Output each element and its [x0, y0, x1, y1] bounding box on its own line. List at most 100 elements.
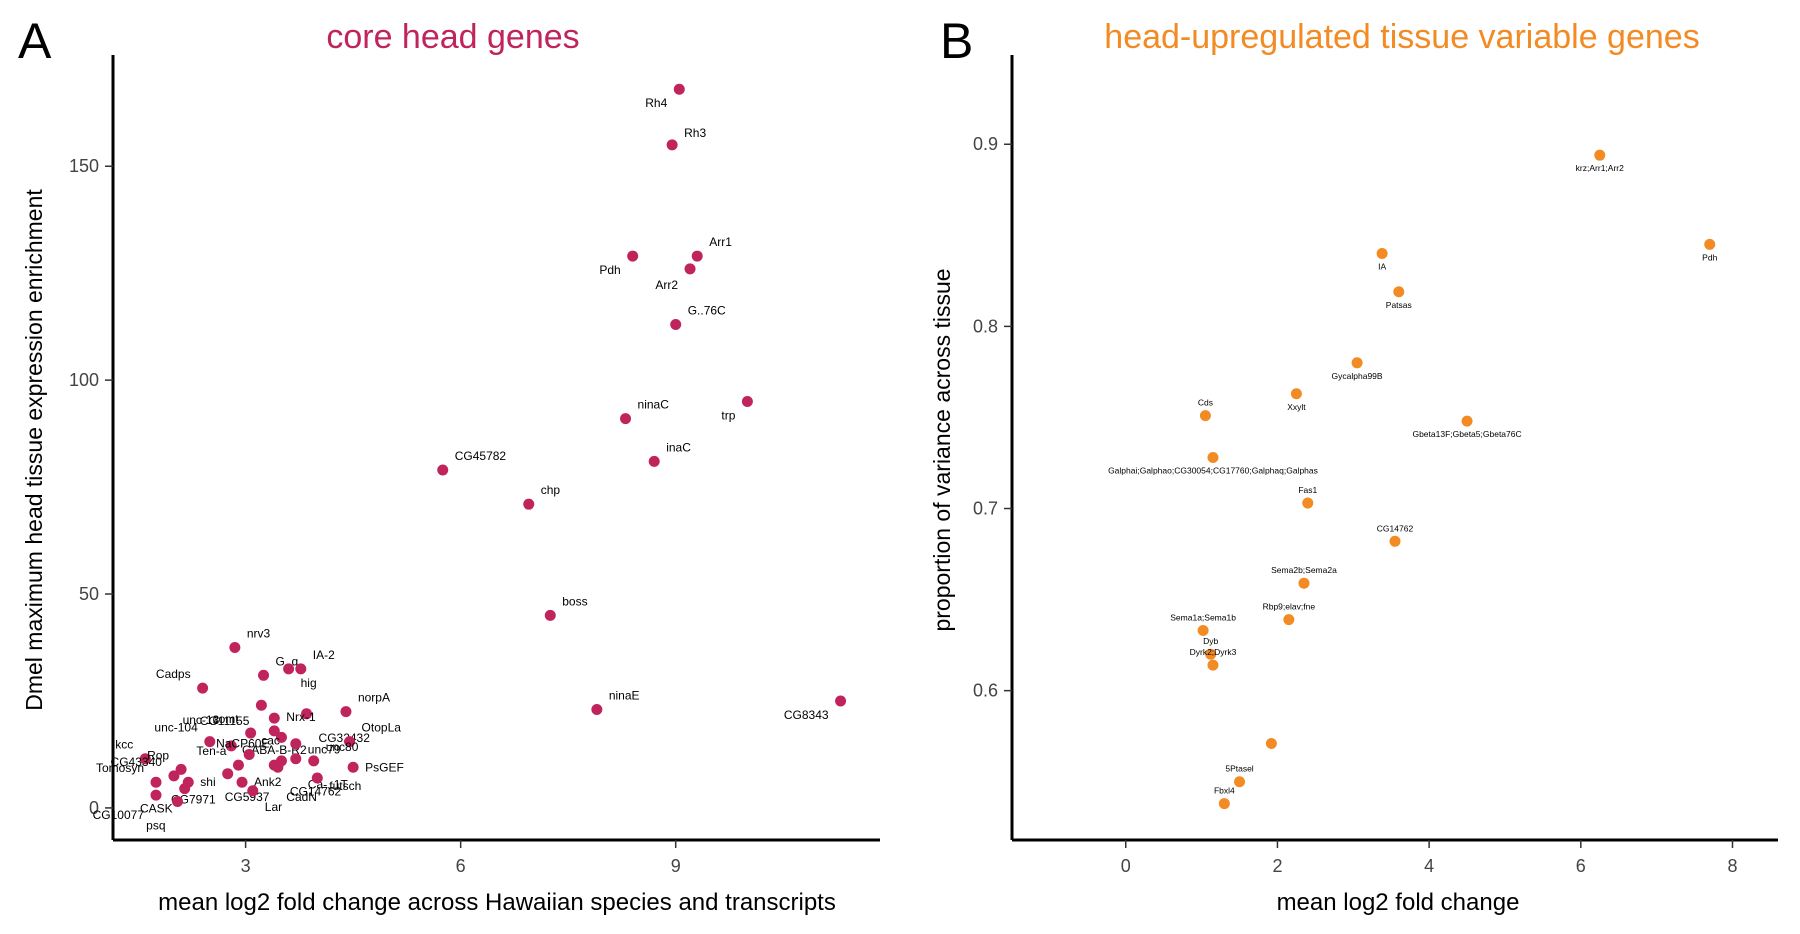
- data-point: [1234, 776, 1246, 788]
- x-tick-label: 9: [671, 856, 681, 876]
- y-tick-label: 0.8: [973, 316, 998, 336]
- data-point: [544, 609, 556, 621]
- data-point: [1283, 614, 1295, 626]
- data-point: [236, 776, 248, 788]
- point-label: ninaE: [609, 689, 640, 703]
- data-point: [295, 663, 307, 675]
- panel-a-x-axis-label: mean log2 fold change across Hawaiian sp…: [158, 889, 836, 916]
- point-label: Pdh: [599, 263, 620, 277]
- data-point: [344, 736, 356, 748]
- point-label: G..q: [276, 654, 299, 668]
- panel-b-title: head-upregulated tissue variable genes: [1104, 18, 1699, 56]
- data-point: [347, 761, 359, 773]
- x-tick-label: 4: [1424, 856, 1434, 876]
- point-label: Nrx-1: [286, 710, 316, 724]
- data-point: [666, 139, 678, 151]
- panel-a-plot-area: 3 6 9 0 50 100 150 Rh4 Rh3 Pdh Arr1 Arr2 G..76C trp ni…: [69, 55, 880, 876]
- data-point: [523, 498, 535, 510]
- x-tick-label: 3: [241, 856, 251, 876]
- data-point: [308, 755, 320, 767]
- point-label: Rh3: [684, 126, 706, 140]
- data-point: [437, 464, 449, 476]
- point-label: unc79: [308, 743, 341, 757]
- point-label: Pdh: [1702, 252, 1717, 262]
- y-tick-label: 150: [69, 156, 99, 176]
- data-point: [620, 413, 632, 425]
- point-label: Lar: [265, 800, 282, 814]
- point-label: Gycalpha99B: [1332, 371, 1383, 381]
- point-label: Rop: [147, 748, 169, 762]
- data-point: [1461, 415, 1473, 427]
- x-tick-label: 6: [456, 856, 466, 876]
- panel-b-plot-area: 0 2 4 6 8 0.6 0.7 0.8 0.9 krz;Arr1;Arr2 Pdh IA Patsa…: [973, 55, 1778, 876]
- data-point: [232, 759, 244, 771]
- point-label: Fbxl4: [1214, 786, 1235, 796]
- data-point: [275, 731, 287, 743]
- data-point: [172, 795, 184, 807]
- data-point: [225, 740, 237, 752]
- point-label: Rh4: [645, 96, 667, 110]
- point-label: unc-13: [183, 713, 220, 727]
- y-tick-label: 0.7: [973, 499, 998, 519]
- point-label: CG10077: [93, 808, 145, 822]
- point-label: 5Ptasel: [1225, 764, 1253, 774]
- point-label: Dyrk2;Dyrk3: [1190, 647, 1237, 657]
- data-point: [835, 695, 847, 707]
- data-point: [1197, 625, 1209, 637]
- data-point: [268, 725, 280, 737]
- panel-a-letter: A: [18, 13, 52, 69]
- data-point: [150, 789, 162, 801]
- point-label: Cadps: [156, 667, 191, 681]
- data-point: [290, 738, 302, 750]
- point-label: hig: [301, 676, 317, 690]
- x-tick-label: 0: [1121, 856, 1131, 876]
- data-point: [1218, 798, 1230, 810]
- data-point: [1298, 577, 1310, 589]
- x-tick-label: 6: [1576, 856, 1586, 876]
- point-label: CG11155: [200, 714, 250, 728]
- point-label: Fas1: [1298, 485, 1317, 495]
- point-label: cac: [261, 733, 280, 747]
- data-point: [204, 736, 216, 748]
- x-tick-label: 8: [1727, 856, 1737, 876]
- point-label: futsch: [329, 779, 361, 793]
- data-point: [1351, 357, 1363, 369]
- panel-a: A core head genes Dmel maximum head tiss…: [18, 13, 880, 916]
- data-point: [1290, 388, 1302, 400]
- data-point: [150, 776, 162, 788]
- point-label: CG43340: [111, 755, 163, 769]
- data-point: [222, 768, 234, 780]
- point-label: trp: [721, 409, 735, 423]
- y-tick-label: 100: [69, 370, 99, 390]
- point-label: CadN: [286, 790, 317, 804]
- data-point: [684, 263, 696, 275]
- point-label: kcc: [115, 738, 133, 752]
- data-point: [283, 663, 295, 675]
- data-point: [1302, 497, 1314, 509]
- data-point: [741, 396, 753, 408]
- point-label: Sema1a;Sema1b: [1170, 613, 1236, 623]
- data-point: [197, 682, 209, 694]
- data-point: [1265, 737, 1277, 749]
- data-point: [301, 708, 313, 720]
- data-point: [243, 748, 255, 760]
- y-tick-label: 0.9: [973, 134, 998, 154]
- data-point: [139, 753, 151, 765]
- point-label: Gbeta13F;Gbeta5;Gbeta76C: [1412, 429, 1521, 439]
- point-label: Sema2b;Sema2a: [1271, 565, 1337, 575]
- data-point: [1704, 238, 1716, 250]
- data-point: [673, 83, 685, 95]
- point-label: NaCP60E: [216, 736, 269, 750]
- point-label: CG32432: [319, 731, 371, 745]
- point-label: Rbp9;elav;fne: [1263, 602, 1316, 612]
- data-point: [648, 455, 660, 467]
- point-label: CG5937: [225, 790, 270, 804]
- point-label: Patsas: [1386, 300, 1412, 310]
- data-point: [691, 250, 703, 262]
- point-label: Dyb: [1203, 636, 1218, 646]
- data-point: [1389, 535, 1401, 547]
- point-label: ninaC: [638, 398, 670, 412]
- point-label: CG14762: [290, 784, 342, 798]
- point-label: krz;Arr1;Arr2: [1576, 163, 1624, 173]
- point-label: Arr1: [709, 235, 732, 249]
